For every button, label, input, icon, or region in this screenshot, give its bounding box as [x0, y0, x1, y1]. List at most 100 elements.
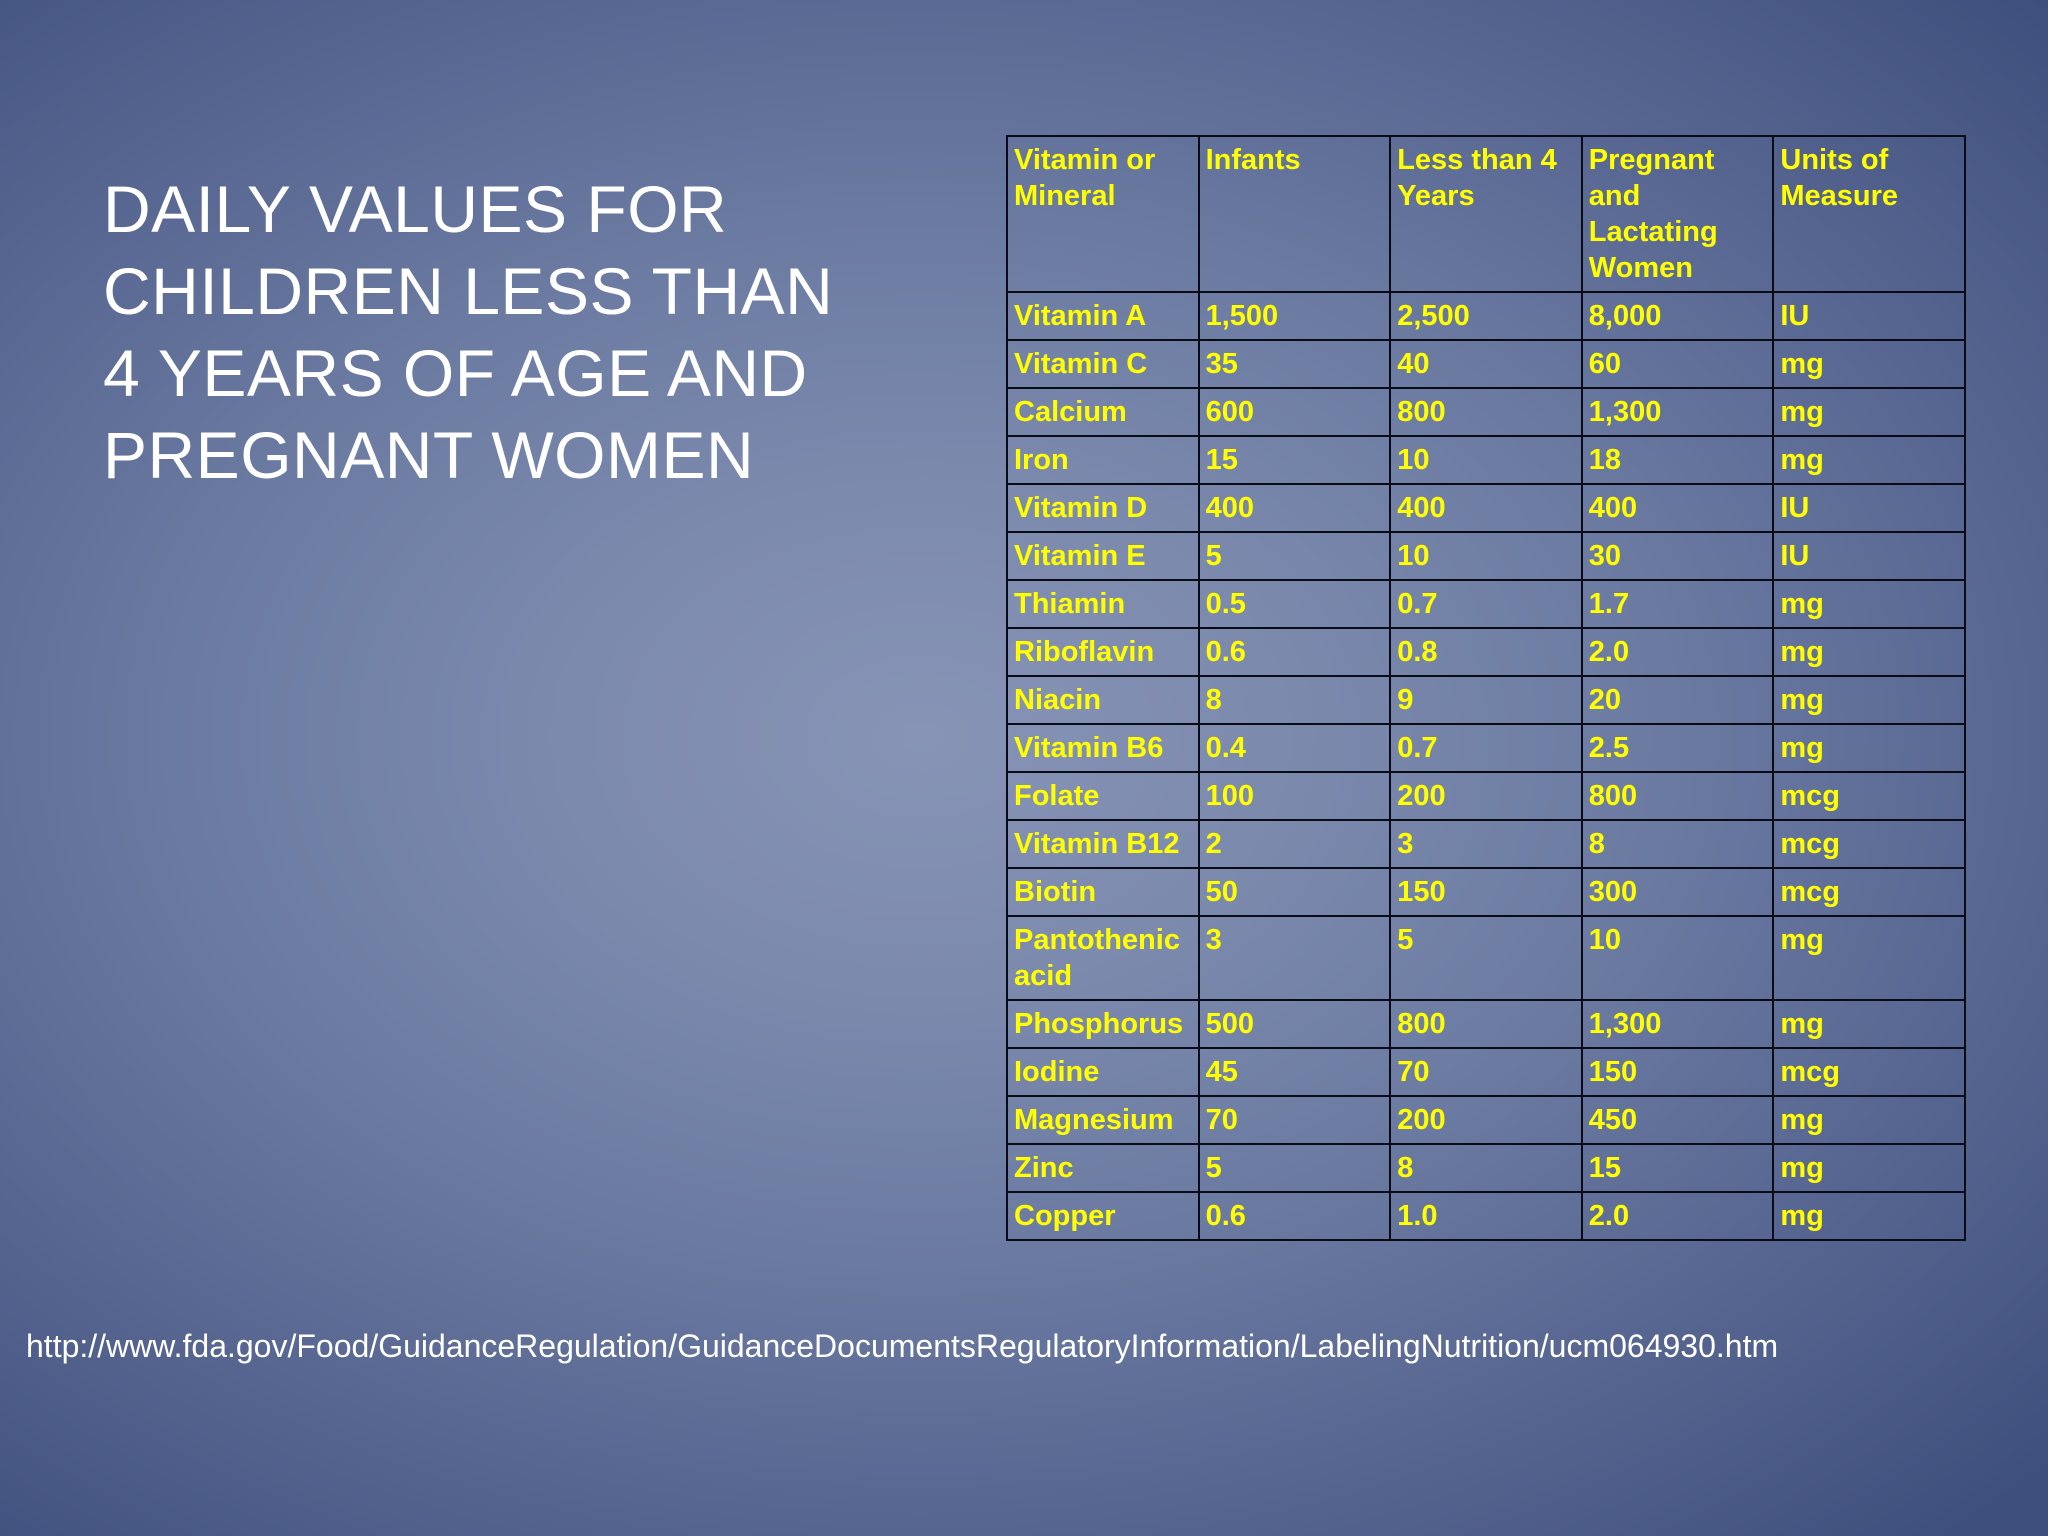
cell-infants-value: 5	[1197, 531, 1392, 581]
cell-nutrient-name: Pantothenic acid	[1006, 915, 1200, 1001]
table-row: Thiamin 0.5 0.7 1.7 mg	[1006, 579, 1966, 629]
cell-under-4-value: 3	[1389, 819, 1583, 869]
table-row: Vitamin B6 0.4 0.7 2.5 mg	[1006, 723, 1966, 773]
cell-under-4-value: 400	[1389, 483, 1583, 533]
cell-pregnant-value: 1.7	[1580, 579, 1775, 629]
cell-nutrient-name: Iron	[1006, 435, 1200, 485]
cell-pregnant-value: 150	[1580, 1047, 1775, 1097]
cell-infants-value: 3	[1197, 915, 1392, 1001]
cell-under-4-value: 0.7	[1389, 579, 1583, 629]
cell-unit: mg	[1772, 339, 1966, 389]
cell-pregnant-value: 60	[1580, 339, 1775, 389]
table-row: Copper 0.6 1.0 2.0 mg	[1006, 1191, 1966, 1241]
cell-unit: mg	[1772, 579, 1966, 629]
source-url: http://www.fda.gov/Food/GuidanceRegulati…	[26, 1328, 1779, 1364]
cell-under-4-value: 40	[1389, 339, 1583, 389]
table-row: Iron 15 10 18 mg	[1006, 435, 1966, 485]
cell-under-4-value: 150	[1389, 867, 1583, 917]
header-vitamin-or-mineral: Vitamin or Mineral	[1006, 135, 1200, 293]
cell-unit: mg	[1772, 627, 1966, 677]
table-row: Niacin 8 9 20 mg	[1006, 675, 1966, 725]
cell-nutrient-name: Vitamin E	[1006, 531, 1200, 581]
cell-infants-value: 400	[1197, 483, 1392, 533]
cell-infants-value: 0.5	[1197, 579, 1392, 629]
cell-pregnant-value: 1,300	[1580, 999, 1775, 1049]
cell-pregnant-value: 8,000	[1580, 291, 1775, 341]
cell-under-4-value: 0.8	[1389, 627, 1583, 677]
table-row: Calcium 600 800 1,300 mg	[1006, 387, 1966, 437]
table-row: Riboflavin 0.6 0.8 2.0 mg	[1006, 627, 1966, 677]
cell-unit: mcg	[1772, 771, 1966, 821]
cell-under-4-value: 1.0	[1389, 1191, 1583, 1241]
cell-pregnant-value: 8	[1580, 819, 1775, 869]
table-row: Vitamin C 35 40 60 mg	[1006, 339, 1966, 389]
header-pregnant-lactating-women: Pregnant and Lactating Women	[1580, 135, 1775, 293]
cell-infants-value: 2	[1197, 819, 1392, 869]
cell-nutrient-name: Vitamin B6	[1006, 723, 1200, 773]
cell-unit: mg	[1772, 1095, 1966, 1145]
cell-nutrient-name: Zinc	[1006, 1143, 1200, 1193]
cell-unit: mg	[1772, 1143, 1966, 1193]
table-row: Iodine 45 70 150 mcg	[1006, 1047, 1966, 1097]
cell-unit: mg	[1772, 1191, 1966, 1241]
cell-unit: mcg	[1772, 1047, 1966, 1097]
table-row: Phosphorus 500 800 1,300 mg	[1006, 999, 1966, 1049]
cell-unit: mcg	[1772, 819, 1966, 869]
cell-nutrient-name: Riboflavin	[1006, 627, 1200, 677]
cell-nutrient-name: Niacin	[1006, 675, 1200, 725]
cell-under-4-value: 800	[1389, 387, 1583, 437]
cell-pregnant-value: 800	[1580, 771, 1775, 821]
cell-pregnant-value: 450	[1580, 1095, 1775, 1145]
table-row: Folate 100 200 800 mcg	[1006, 771, 1966, 821]
cell-nutrient-name: Vitamin A	[1006, 291, 1200, 341]
cell-under-4-value: 10	[1389, 531, 1583, 581]
cell-pregnant-value: 1,300	[1580, 387, 1775, 437]
cell-nutrient-name: Vitamin B12	[1006, 819, 1200, 869]
cell-under-4-value: 8	[1389, 1143, 1583, 1193]
table-row: Pantothenic acid 3 5 10 mg	[1006, 915, 1966, 1001]
cell-infants-value: 600	[1197, 387, 1392, 437]
cell-unit: IU	[1772, 483, 1966, 533]
cell-under-4-value: 9	[1389, 675, 1583, 725]
cell-under-4-value: 200	[1389, 771, 1583, 821]
cell-infants-value: 1,500	[1197, 291, 1392, 341]
cell-unit: IU	[1772, 531, 1966, 581]
cell-nutrient-name: Calcium	[1006, 387, 1200, 437]
cell-unit: mg	[1772, 435, 1966, 485]
cell-infants-value: 70	[1197, 1095, 1392, 1145]
cell-infants-value: 15	[1197, 435, 1392, 485]
cell-infants-value: 0.4	[1197, 723, 1392, 773]
cell-pregnant-value: 2.0	[1580, 627, 1775, 677]
cell-infants-value: 100	[1197, 771, 1392, 821]
cell-nutrient-name: Biotin	[1006, 867, 1200, 917]
cell-nutrient-name: Vitamin C	[1006, 339, 1200, 389]
cell-infants-value: 45	[1197, 1047, 1392, 1097]
cell-pregnant-value: 15	[1580, 1143, 1775, 1193]
table-row: Zinc 5 8 15 mg	[1006, 1143, 1966, 1193]
cell-nutrient-name: Folate	[1006, 771, 1200, 821]
cell-infants-value: 0.6	[1197, 627, 1392, 677]
table-row: Biotin 50 150 300 mcg	[1006, 867, 1966, 917]
cell-unit: IU	[1772, 291, 1966, 341]
table-body: Vitamin A 1,500 2,500 8,000 IU Vitamin C 35 40 6…	[1006, 291, 1966, 1241]
cell-nutrient-name: Copper	[1006, 1191, 1200, 1241]
cell-under-4-value: 2,500	[1389, 291, 1583, 341]
cell-unit: mcg	[1772, 867, 1966, 917]
cell-pregnant-value: 20	[1580, 675, 1775, 725]
cell-pregnant-value: 30	[1580, 531, 1775, 581]
cell-nutrient-name: Magnesium	[1006, 1095, 1200, 1145]
table-header-row: Vitamin or Mineral Infants Less than 4 Y…	[1006, 135, 1966, 293]
daily-values-table: Vitamin or Mineral Infants Less than 4 Y…	[1006, 135, 1966, 1241]
table-row: Vitamin D 400 400 400 IU	[1006, 483, 1966, 533]
cell-pregnant-value: 2.0	[1580, 1191, 1775, 1241]
cell-unit: mg	[1772, 999, 1966, 1049]
cell-under-4-value: 70	[1389, 1047, 1583, 1097]
cell-unit: mg	[1772, 915, 1966, 1001]
cell-unit: mg	[1772, 723, 1966, 773]
cell-pregnant-value: 18	[1580, 435, 1775, 485]
cell-under-4-value: 0.7	[1389, 723, 1583, 773]
table-header: Vitamin or Mineral Infants Less than 4 Y…	[1006, 135, 1966, 293]
cell-nutrient-name: Vitamin D	[1006, 483, 1200, 533]
cell-pregnant-value: 300	[1580, 867, 1775, 917]
cell-infants-value: 50	[1197, 867, 1392, 917]
